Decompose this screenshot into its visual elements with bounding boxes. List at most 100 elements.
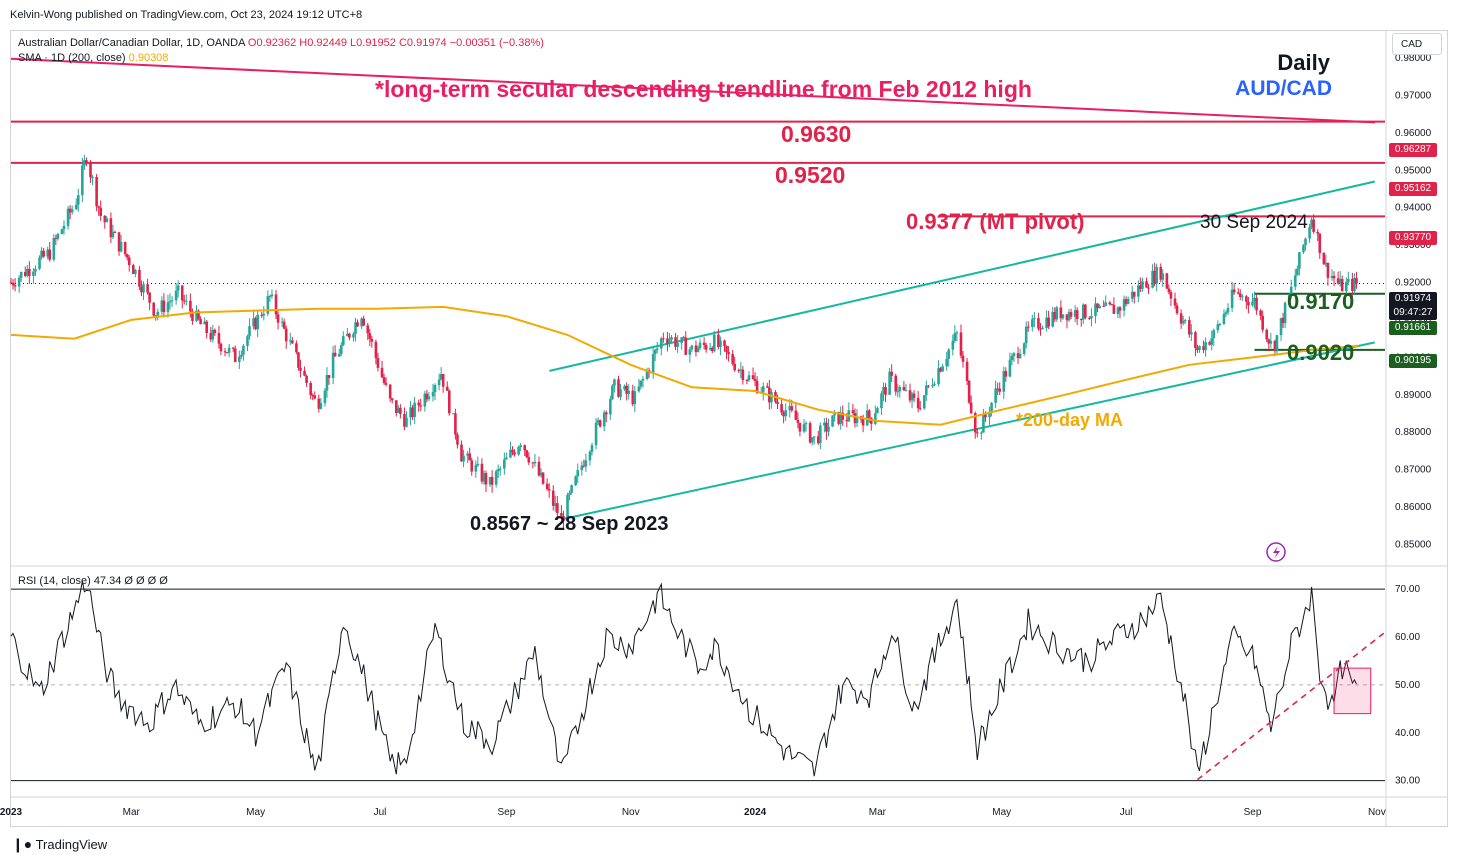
candle-body: [1132, 291, 1136, 297]
time-tick-label: Sep: [497, 807, 515, 818]
candle-body: [755, 381, 759, 393]
candle-body: [1053, 311, 1057, 320]
candle-body: [533, 461, 537, 464]
candle-body: [111, 231, 115, 238]
candle-body: [266, 296, 270, 314]
candle-body: [684, 337, 688, 355]
candle-body: [97, 206, 100, 208]
support-0917-label: 0.9170: [1287, 289, 1355, 314]
candle-body: [233, 348, 237, 363]
candle-body: [382, 377, 386, 384]
candle-body: [790, 406, 794, 411]
candle-body: [1294, 275, 1297, 287]
rsi-tick-label: 30.00: [1395, 776, 1420, 787]
candle-body: [225, 352, 229, 354]
candle-body: [1312, 219, 1315, 232]
candle-body: [52, 238, 56, 260]
candle-body: [704, 345, 708, 350]
candle-body: [1108, 302, 1112, 305]
candle-body: [953, 333, 957, 341]
sma-legend: SMA · 1D (200, close) 0.90308: [18, 52, 168, 64]
candle-body: [1318, 233, 1322, 253]
candle-body: [839, 412, 843, 424]
candle-body: [537, 461, 541, 476]
candle-body: [965, 361, 969, 381]
candle-body: [1037, 318, 1040, 329]
price-tag-0937: 0.93770: [1389, 231, 1437, 245]
candle-body: [352, 333, 355, 338]
candle-body: [482, 473, 486, 482]
candle-body: [56, 233, 60, 239]
currency-button[interactable]: CAD: [1392, 33, 1442, 55]
sma-label[interactable]: SMA · 1D (200, close): [18, 52, 126, 64]
candle-body: [951, 340, 955, 350]
candle-body: [1245, 296, 1248, 302]
candle-body: [148, 292, 151, 303]
candle-body: [553, 503, 557, 506]
candle-body: [1218, 323, 1222, 325]
rsi-tick-label: 50.00: [1395, 680, 1420, 691]
candle-body: [584, 460, 588, 467]
candle-body: [1224, 312, 1228, 314]
candle-body: [1010, 355, 1014, 361]
candle-body: [904, 390, 908, 392]
tradingview-logo[interactable]: ❙● TradingView: [12, 836, 107, 853]
candle-body: [417, 402, 421, 406]
candle-body: [719, 340, 722, 348]
candle-body: [125, 254, 129, 258]
candle-body: [865, 410, 869, 426]
candle-body: [1102, 305, 1105, 307]
candle-body: [1322, 252, 1326, 265]
candle-body: [360, 318, 363, 327]
candle-body: [354, 322, 357, 334]
candle-body: [1081, 304, 1085, 320]
candle-body: [853, 413, 857, 424]
candle-body: [152, 302, 156, 316]
candle-body: [95, 176, 98, 207]
rsi-line: [10, 581, 1357, 777]
time-tick-label: May: [246, 807, 265, 818]
candle-body: [910, 393, 914, 401]
candle-body: [505, 457, 508, 460]
candle-body: [1159, 266, 1163, 280]
candle-body: [1279, 318, 1283, 336]
candle-body: [189, 300, 192, 312]
candle-body: [1045, 317, 1048, 328]
candle-body: [431, 392, 435, 397]
candle-body: [990, 402, 993, 413]
price-tick-label: 0.95000: [1395, 165, 1432, 176]
candle-body: [1151, 270, 1154, 288]
candle-body: [780, 404, 783, 413]
candle-body: [28, 268, 31, 276]
candle-body: [1304, 238, 1307, 246]
candle-body: [967, 380, 971, 403]
candle-body: [331, 352, 335, 378]
candle-body: [327, 375, 331, 378]
candle-body: [40, 250, 43, 258]
candle-body: [376, 357, 380, 368]
candle-body: [42, 250, 45, 257]
candle-body: [961, 355, 965, 362]
symbol-name[interactable]: Australian Dollar/Canadian Dollar, 1D, O…: [18, 37, 245, 49]
candle-body: [9, 282, 13, 284]
candle-body: [323, 390, 327, 404]
candle-body: [337, 353, 341, 357]
candle-body: [973, 413, 977, 433]
price-tag-0952: 0.95162: [1389, 182, 1437, 196]
candle-body: [660, 338, 663, 349]
bar-countdown: 09:47:27: [1393, 307, 1433, 318]
candle-body: [319, 403, 323, 409]
candle-body: [176, 285, 180, 291]
candle-body: [1075, 310, 1079, 319]
candle-body: [745, 380, 749, 382]
candle-body: [617, 379, 620, 397]
candle-body: [1051, 311, 1055, 327]
rsi-label[interactable]: RSI (14, close): [18, 575, 91, 587]
candle-body: [994, 388, 997, 403]
candle-body: [931, 385, 934, 387]
candle-body: [804, 423, 808, 425]
candle-body: [123, 242, 127, 255]
candle-body: [252, 318, 255, 327]
candle-body: [1175, 305, 1179, 314]
